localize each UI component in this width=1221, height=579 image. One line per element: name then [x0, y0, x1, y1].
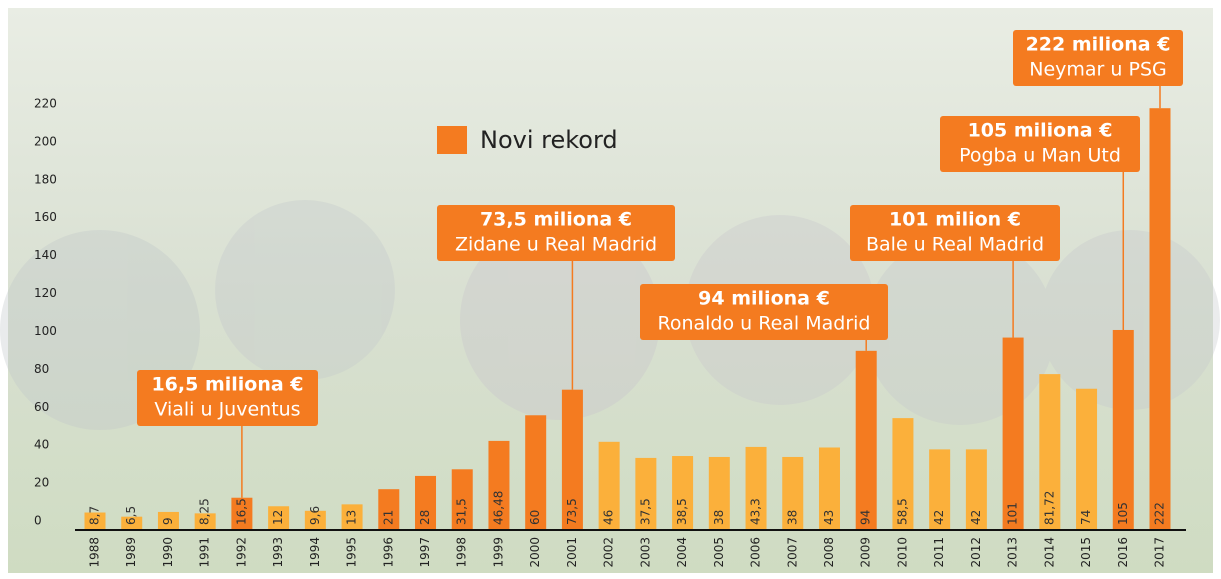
x-tick-label: 1997: [418, 537, 432, 568]
x-tick-label: 1996: [381, 537, 395, 568]
value-label: 46: [602, 510, 616, 525]
bar: [1150, 108, 1171, 529]
x-tick-label: 2014: [1042, 537, 1056, 568]
value-label: 73,5: [565, 498, 579, 525]
x-tick-label: 1989: [124, 537, 138, 568]
x-tick-label: 1988: [88, 537, 102, 568]
annotation-text: 73,5 miliona €: [480, 209, 632, 231]
bar: [856, 351, 877, 529]
value-label: 21: [381, 510, 395, 525]
x-tick-label: 1993: [271, 537, 285, 568]
annotation-text: 94 miliona €: [698, 288, 830, 310]
x-tick-label: 1999: [491, 537, 505, 568]
annotation-text: Pogba u Man Utd: [959, 145, 1121, 167]
value-label: 16,5: [234, 498, 248, 525]
y-tick-label: 0: [34, 514, 42, 528]
y-tick-label: 100: [34, 324, 57, 338]
value-label: 38: [712, 510, 726, 525]
x-tick-label: 2010: [895, 537, 909, 568]
y-tick-label: 140: [34, 248, 57, 262]
value-label: 6,5: [124, 506, 138, 525]
value-label: 94: [859, 510, 873, 525]
value-label: 38: [785, 510, 799, 525]
value-label: 74: [1079, 510, 1093, 525]
value-label: 42: [969, 510, 983, 525]
annotation-text: Viali u Juventus: [154, 399, 300, 421]
legend-swatch: [437, 126, 467, 154]
annotation-text: 16,5 miliona €: [151, 374, 303, 396]
x-tick-label: 2013: [1006, 537, 1020, 568]
annotation-text: Zidane u Real Madrid: [455, 234, 657, 256]
x-tick-label: 2000: [528, 537, 542, 568]
x-tick-label: 2004: [675, 537, 689, 568]
x-tick-label: 2003: [638, 537, 652, 568]
x-tick-label: 2009: [859, 537, 873, 568]
x-tick-label: 2011: [932, 537, 946, 568]
y-tick-label: 220: [34, 97, 57, 111]
annotation-text: Bale u Real Madrid: [866, 234, 1044, 256]
x-tick-label: 1990: [161, 537, 175, 568]
x-tick-label: 2007: [785, 537, 799, 568]
y-tick-label: 40: [34, 438, 49, 452]
x-tick-label: 1995: [345, 537, 359, 568]
annotation-text: 101 milion €: [889, 209, 1021, 231]
x-tick-label: 1991: [198, 537, 212, 568]
chart: Novi rekord 0204060801001201401601802002…: [0, 0, 1221, 579]
value-label: 43: [822, 510, 836, 525]
value-label: 31,5: [455, 498, 469, 525]
bar: [1003, 338, 1024, 529]
value-label: 9,6: [308, 506, 322, 525]
value-label: 46,48: [491, 491, 505, 525]
x-tick-label: 1998: [455, 537, 469, 568]
value-label: 38,5: [675, 498, 689, 525]
x-tick-label: 2015: [1079, 537, 1093, 568]
x-tick-label: 1994: [308, 537, 322, 568]
value-label: 81,72: [1042, 491, 1056, 525]
value-label: 37,5: [638, 498, 652, 525]
x-tick-label: 2002: [602, 537, 616, 568]
x-tick-label: 2006: [749, 537, 763, 568]
value-label: 101: [1006, 502, 1020, 525]
bar: [1076, 389, 1097, 529]
y-tick-label: 180: [34, 172, 57, 186]
y-tick-label: 200: [34, 134, 57, 148]
legend-label: Novi rekord: [480, 126, 618, 154]
annotation-text: 222 miliona €: [1026, 34, 1171, 56]
x-tick-label: 1992: [234, 537, 248, 568]
x-tick-label: 2017: [1153, 537, 1167, 568]
value-label: 9: [161, 517, 175, 525]
value-label: 42: [932, 510, 946, 525]
x-tick-label: 2016: [1116, 537, 1130, 568]
value-label: 222: [1153, 502, 1167, 525]
y-tick-label: 160: [34, 210, 57, 224]
value-label: 8,7: [88, 506, 102, 525]
value-label: 105: [1116, 502, 1130, 525]
y-tick-label: 60: [34, 400, 49, 414]
value-label: 8,25: [198, 498, 212, 525]
value-label: 13: [345, 510, 359, 525]
annotation-text: Neymar u PSG: [1029, 59, 1166, 81]
y-tick-label: 120: [34, 286, 57, 300]
x-tick-label: 2008: [822, 537, 836, 568]
value-label: 28: [418, 510, 432, 525]
y-tick-label: 20: [34, 476, 49, 490]
annotation-text: Ronaldo u Real Madrid: [658, 313, 871, 335]
value-label: 60: [528, 510, 542, 525]
x-tick-label: 2012: [969, 537, 983, 568]
x-tick-label: 2001: [565, 537, 579, 568]
annotation-text: 105 miliona €: [968, 120, 1113, 142]
y-tick-label: 80: [34, 362, 49, 376]
value-label: 12: [271, 510, 285, 525]
x-tick-label: 2005: [712, 537, 726, 568]
bar: [1113, 330, 1134, 529]
value-label: 58,5: [895, 498, 909, 525]
value-label: 43,3: [749, 498, 763, 525]
